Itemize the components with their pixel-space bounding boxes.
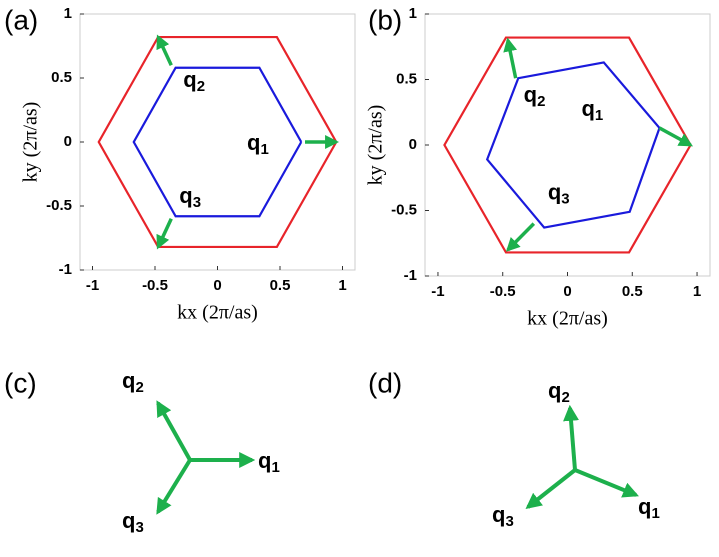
y-tick-label: 0.5 xyxy=(396,70,417,87)
vector-index: 1 xyxy=(595,107,603,124)
vector-index: 1 xyxy=(260,141,268,158)
x-tick-label: 0 xyxy=(213,277,221,294)
vector-arrow xyxy=(574,468,639,498)
y-tick-label: 1 xyxy=(64,5,72,22)
y-tick-label: 1 xyxy=(409,5,417,22)
line-series xyxy=(97,35,338,249)
vector-symbol: q xyxy=(258,448,271,473)
vector-symbol: q xyxy=(524,82,537,107)
vector-index: 3 xyxy=(193,194,201,211)
x-tick-label: -0.5 xyxy=(142,277,168,294)
plot-frame xyxy=(424,13,711,277)
vector-index: 2 xyxy=(197,78,205,95)
panel-label: (c) xyxy=(4,367,37,398)
x-tick-label: -1 xyxy=(86,277,99,294)
vector-symbol: q xyxy=(581,96,594,121)
vector-index: 2 xyxy=(135,379,143,396)
line-series xyxy=(443,36,692,254)
x-axis-label: kx (2π/as) xyxy=(177,302,258,324)
y-tick-label: 0 xyxy=(64,133,72,150)
vector-label: q2 xyxy=(548,378,570,406)
y-tick-label: -0.5 xyxy=(391,201,417,218)
panel-label: (d) xyxy=(368,367,402,398)
vector-symbol: q xyxy=(548,378,561,403)
y-tick-label: 0 xyxy=(409,136,417,153)
vector-label: q1 xyxy=(258,448,280,476)
arrow xyxy=(503,37,518,79)
vector-symbol: q xyxy=(179,183,192,208)
vector-label: q3 xyxy=(548,179,570,207)
line-series xyxy=(132,66,303,218)
x-tick-label: 1 xyxy=(338,277,346,294)
panel-label: (b) xyxy=(368,4,402,35)
vector-label: q1 xyxy=(581,96,603,124)
vector-index: 3 xyxy=(561,191,569,208)
vector-label: q3 xyxy=(179,183,201,211)
panel-label: (a) xyxy=(4,4,38,35)
vector-arrow xyxy=(525,468,577,509)
arrow xyxy=(156,34,173,66)
vector-index: 1 xyxy=(271,459,279,476)
x-tick-label: 0.5 xyxy=(622,283,643,300)
y-axis-label: ky (2π/as) xyxy=(365,105,387,186)
x-tick-label: -0.5 xyxy=(490,283,516,300)
arrow xyxy=(658,126,694,147)
y-tick-label: -1 xyxy=(59,261,72,278)
x-tick-label: 1 xyxy=(693,283,701,300)
y-tick-label: 0.5 xyxy=(51,69,72,86)
vector-symbol: q xyxy=(122,368,135,393)
vector-symbol: q xyxy=(492,502,505,527)
x-tick-label: 0 xyxy=(563,283,571,300)
vector-index: 2 xyxy=(561,389,569,406)
vector-symbol: q xyxy=(638,494,651,519)
arrow xyxy=(505,222,536,252)
vector-symbol: q xyxy=(548,179,561,204)
vector-index: 3 xyxy=(505,513,513,530)
x-tick-label: -1 xyxy=(431,283,444,300)
y-axis-label: ky (2π/as) xyxy=(20,102,42,183)
vector-label: q3 xyxy=(122,508,144,536)
vector-label: q2 xyxy=(122,368,144,396)
vector-label: q1 xyxy=(638,494,660,522)
vector-label: q1 xyxy=(247,130,269,158)
y-tick-label: -1 xyxy=(404,267,417,284)
line-series xyxy=(485,61,661,229)
vector-arrow xyxy=(156,400,192,461)
vector-symbol: q xyxy=(247,130,260,155)
vector-index: 2 xyxy=(537,93,545,110)
vector-symbol: q xyxy=(122,508,135,533)
x-tick-label: 0.5 xyxy=(270,277,291,294)
vector-arrow xyxy=(156,458,192,515)
vector-index: 1 xyxy=(651,505,659,522)
x-axis-label: kx (2π/as) xyxy=(527,308,608,330)
vector-label: q3 xyxy=(492,502,514,530)
vector-symbol: q xyxy=(183,67,196,92)
vector-label: q2 xyxy=(524,82,546,110)
y-tick-label: -0.5 xyxy=(46,197,72,214)
vector-arrow xyxy=(563,404,580,471)
vector-index: 3 xyxy=(135,519,143,536)
arrow xyxy=(156,218,173,250)
vector-label: q2 xyxy=(183,67,205,95)
